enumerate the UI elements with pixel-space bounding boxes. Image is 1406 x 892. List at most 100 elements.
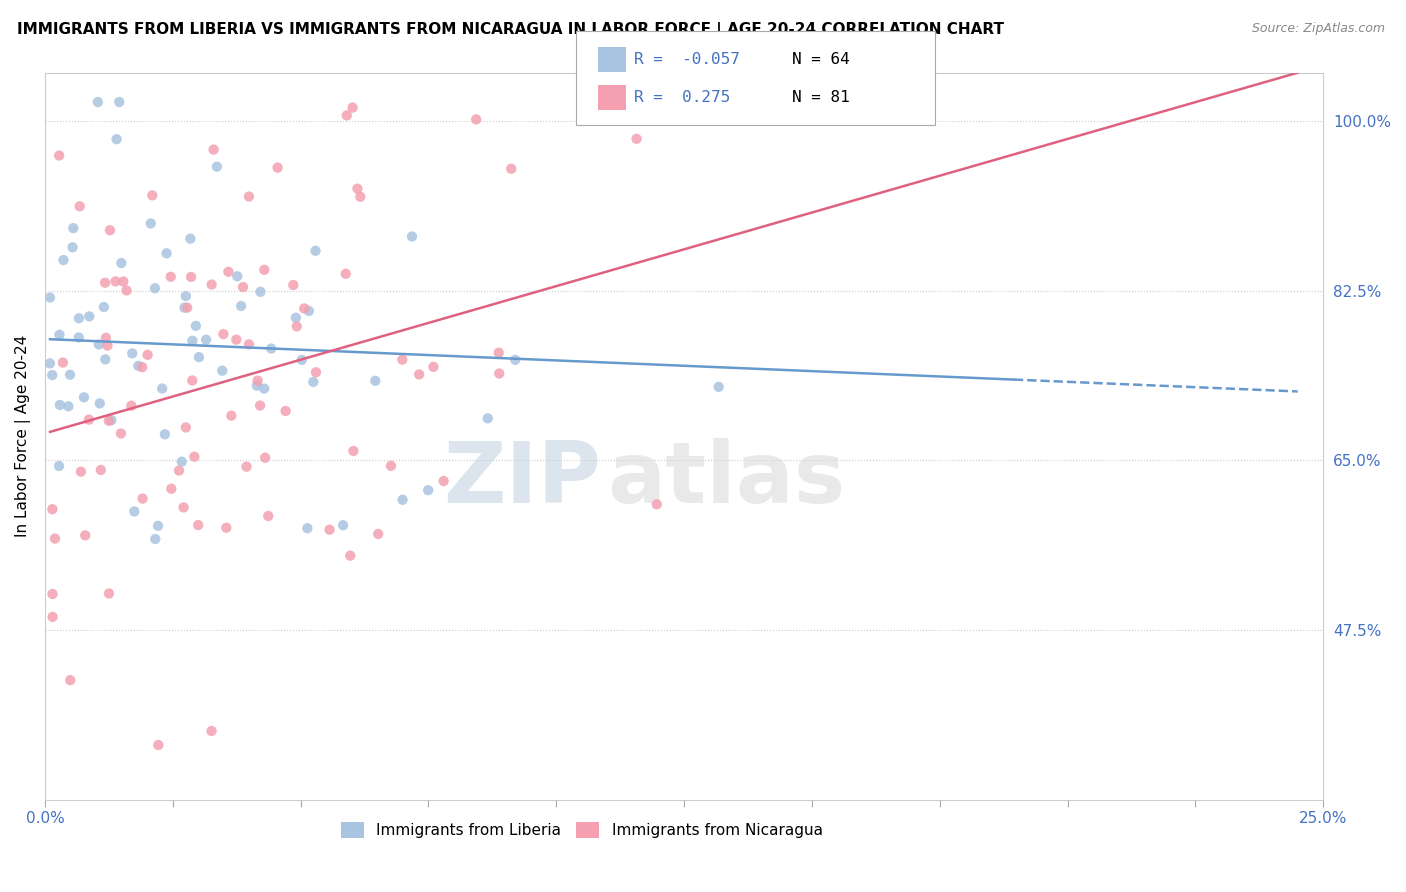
Text: IMMIGRANTS FROM LIBERIA VS IMMIGRANTS FROM NICARAGUA IN LABOR FORCE | AGE 20-24 : IMMIGRANTS FROM LIBERIA VS IMMIGRANTS FR… — [17, 22, 1004, 38]
Point — [67, 311, 90, 326]
Point — [342, 101, 364, 115]
Point — [94, 276, 117, 290]
Point — [143, 281, 166, 295]
Point — [70, 465, 93, 479]
Point — [143, 532, 166, 546]
Point — [96, 338, 118, 352]
Point — [39, 291, 62, 305]
Point — [184, 318, 207, 333]
Point — [58, 400, 80, 414]
Point — [332, 518, 354, 533]
Text: R =  0.275: R = 0.275 — [634, 90, 730, 104]
Point — [179, 232, 201, 246]
Point — [127, 359, 149, 373]
Point — [79, 310, 101, 324]
Point — [121, 346, 143, 360]
Point — [302, 375, 325, 389]
Point — [215, 521, 238, 535]
Point — [160, 482, 183, 496]
Point — [52, 355, 75, 369]
Point — [342, 444, 364, 458]
Point — [291, 352, 314, 367]
Point — [503, 352, 526, 367]
Point — [283, 277, 305, 292]
Point — [231, 299, 253, 313]
Point — [408, 368, 430, 382]
Point — [159, 269, 181, 284]
Point — [48, 327, 70, 342]
Point — [422, 359, 444, 374]
Point — [110, 256, 132, 270]
Point — [155, 246, 177, 260]
Point — [105, 132, 128, 146]
Text: N = 81: N = 81 — [792, 90, 849, 104]
Point — [488, 345, 510, 359]
Point — [173, 301, 195, 315]
Point — [645, 497, 668, 511]
Point — [380, 458, 402, 473]
Point — [318, 523, 340, 537]
Point — [707, 380, 730, 394]
Point — [153, 427, 176, 442]
Point — [418, 483, 440, 498]
Point — [254, 450, 277, 465]
Point — [173, 500, 195, 515]
Point — [304, 244, 326, 258]
Point — [97, 414, 120, 428]
Point — [201, 277, 224, 292]
Point — [174, 289, 197, 303]
Point — [98, 223, 121, 237]
Point — [41, 587, 63, 601]
Point — [87, 95, 110, 109]
Point — [141, 188, 163, 202]
Point — [238, 189, 260, 203]
Point — [94, 352, 117, 367]
Point — [112, 275, 135, 289]
Point — [225, 333, 247, 347]
Point — [235, 459, 257, 474]
Point — [246, 378, 269, 392]
Point — [104, 274, 127, 288]
Point — [115, 284, 138, 298]
Point — [49, 398, 72, 412]
Point — [367, 527, 389, 541]
Point — [41, 610, 63, 624]
Point — [41, 502, 63, 516]
Point — [75, 528, 97, 542]
Point — [305, 365, 328, 379]
Point — [246, 374, 269, 388]
Point — [170, 455, 193, 469]
Point — [131, 491, 153, 506]
Point — [62, 221, 84, 235]
Point — [180, 269, 202, 284]
Point — [94, 331, 117, 345]
Point — [41, 368, 63, 383]
Point — [501, 161, 523, 176]
Point — [433, 474, 456, 488]
Point — [183, 450, 205, 464]
Point — [67, 330, 90, 344]
Point — [48, 148, 70, 162]
Point — [391, 352, 413, 367]
Point — [364, 374, 387, 388]
Point — [59, 368, 82, 382]
Y-axis label: In Labor Force | Age 20-24: In Labor Force | Age 20-24 — [15, 335, 31, 537]
Point — [131, 360, 153, 375]
Legend: Immigrants from Liberia, Immigrants from Nicaragua: Immigrants from Liberia, Immigrants from… — [335, 816, 828, 844]
Point — [62, 240, 84, 254]
Point — [232, 280, 254, 294]
Point — [124, 504, 146, 518]
Point — [465, 112, 488, 127]
Point — [73, 390, 96, 404]
Point — [626, 132, 648, 146]
Point — [477, 411, 499, 425]
Point — [202, 143, 225, 157]
Point — [298, 304, 321, 318]
Point — [249, 285, 271, 299]
Point — [100, 413, 122, 427]
Point — [226, 269, 249, 284]
Point — [260, 342, 283, 356]
Point — [211, 364, 233, 378]
Point — [87, 337, 110, 351]
Point — [174, 420, 197, 434]
